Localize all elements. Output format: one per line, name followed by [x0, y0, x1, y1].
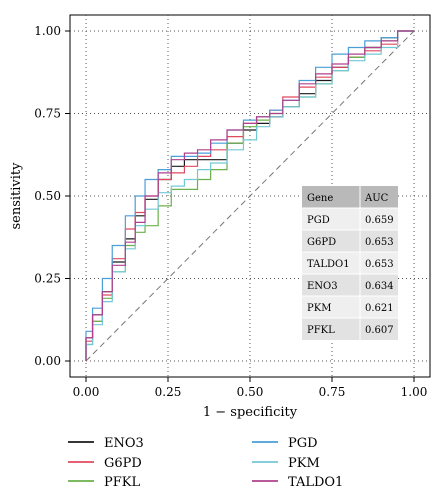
- auc-table-row-bg: [302, 296, 398, 318]
- auc-table-gene: PKM: [307, 303, 331, 314]
- auc-table-gene: ENO3: [307, 281, 338, 292]
- auc-table-row-bg: [302, 252, 398, 274]
- legend-label-pgd: PGD: [288, 436, 318, 451]
- x-tick-label: 0.75: [319, 385, 346, 399]
- x-axis-label: 1 − specificity: [203, 405, 298, 420]
- auc-table-value: 0.653: [365, 237, 394, 248]
- y-axis-label: sensitivity: [9, 162, 24, 230]
- series-lines: [85, 30, 414, 361]
- x-axis-ticks: 0.00 0.25 0.50 0.75 1.00: [73, 377, 428, 399]
- auc-table-gene: G6PD: [307, 237, 336, 248]
- auc-table-value: 0.634: [365, 281, 394, 292]
- reference-diagonal: [85, 30, 415, 362]
- legend-label-pkm: PKM: [288, 456, 320, 471]
- x-tick-label: 0.50: [237, 385, 264, 399]
- y-tick-label: 0.75: [34, 107, 61, 121]
- auc-table-row-bg: [302, 230, 398, 252]
- legend: ENO3 G6PD PFKL PGD PKM TALDO1: [68, 436, 343, 490]
- auc-table-value: 0.659: [365, 215, 394, 226]
- y-tick-label: 0.00: [34, 354, 61, 368]
- legend-label-eno3: ENO3: [104, 436, 144, 451]
- auc-table-row-bg: [302, 208, 398, 230]
- y-tick-label: 1.00: [34, 24, 61, 38]
- y-tick-label: 0.25: [34, 272, 61, 286]
- y-axis-ticks: 0.00 0.25 0.50 0.75 1.00: [34, 24, 70, 368]
- x-tick-label: 0.25: [155, 385, 182, 399]
- legend-label-taldo1: TALDO1: [288, 475, 343, 490]
- auc-table-value: 0.653: [365, 259, 394, 270]
- x-tick-label: 1.00: [401, 385, 428, 399]
- x-tick-label: 0.00: [73, 385, 100, 399]
- auc-table-value: 0.621: [365, 303, 394, 314]
- auc-table-header-bg: [302, 186, 398, 208]
- auc-table-gene: PFKL: [307, 325, 335, 336]
- series-line-taldo1: [85, 30, 414, 361]
- auc-table: Gene AUC PGD 0.659 G6PD 0.653 TALDO1 0.653 ENO3 0…: [302, 186, 398, 340]
- auc-table-gene: PGD: [307, 215, 330, 226]
- auc-table-gene: TALDO1: [307, 259, 350, 270]
- legend-label-g6pd: G6PD: [104, 456, 142, 471]
- legend-label-pfkl: PFKL: [104, 475, 140, 490]
- series-line-pkm: [85, 30, 414, 361]
- auc-table-header: Gene: [307, 193, 333, 204]
- y-tick-label: 0.50: [34, 189, 61, 203]
- auc-table-row-bg: [302, 274, 398, 296]
- auc-table-value: 0.607: [365, 325, 394, 336]
- auc-table-row-bg: [302, 318, 398, 340]
- auc-table-header: AUC: [364, 193, 389, 204]
